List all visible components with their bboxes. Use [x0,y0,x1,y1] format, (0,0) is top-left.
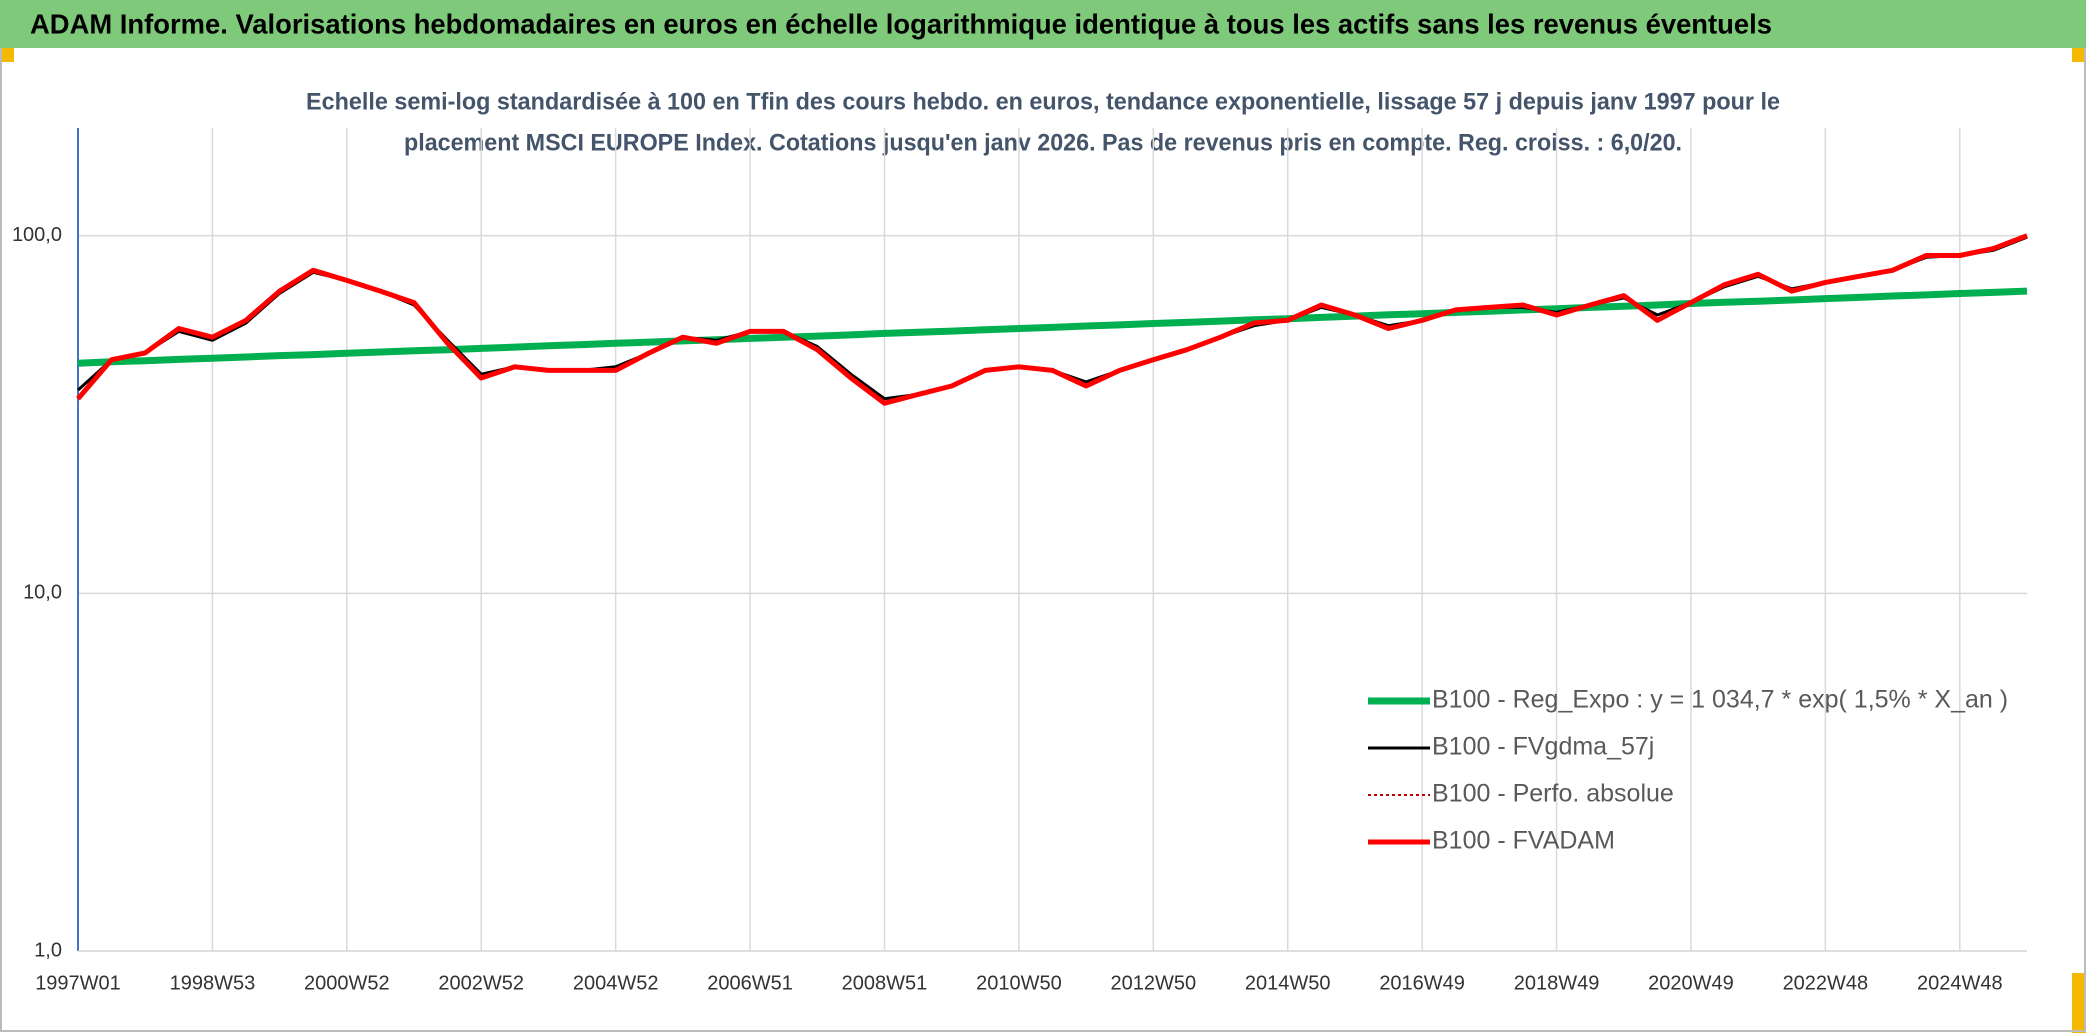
series-line [77,287,2028,367]
x-tick-label: 2012W50 [1110,972,1196,994]
x-tick-label: 1997W01 [35,972,121,994]
legend-label: B100 - FVgdma_57j [1432,733,1654,761]
x-tick-label: 2004W52 [573,972,659,994]
corner [2072,973,2086,1033]
legend-label: B100 - Reg_Expo : y = 1 034,7 * exp( 1,5… [1432,686,2008,714]
x-tick-label: 2016W49 [1379,972,1465,994]
series-line [76,233,2028,406]
x-tick-label: 1998W53 [170,972,256,994]
x-tick-label: 2020W49 [1648,972,1734,994]
x-tick-label: 2022W48 [1783,972,1869,994]
x-tick-label: 2024W48 [1917,972,2003,994]
legend-label: B100 - Perfo. absolue [1432,780,1674,808]
y-tick-label: 100,0 [12,224,62,246]
chart-subtitle: Echelle semi-log standardisée à 100 en T… [306,88,1780,115]
x-tick-label: 2008W51 [842,972,928,994]
header-band [0,0,2086,48]
x-tick-label: 2010W50 [976,972,1062,994]
chart-title: ADAM Informe. Valorisations hebdomadaire… [30,8,1772,39]
x-tick-label: 2002W52 [438,972,524,994]
x-tick-label: 2018W49 [1514,972,1600,994]
chart-subtitle: placement MSCI EUROPE Index. Cotations j… [404,129,1682,156]
y-tick-label: 10,0 [23,582,62,604]
x-tick-label: 2014W50 [1245,972,1331,994]
x-tick-label: 2000W52 [304,972,390,994]
x-tick-label: 2006W51 [707,972,793,994]
legend-label: B100 - FVADAM [1432,827,1615,855]
y-tick-label: 1,0 [34,939,62,961]
